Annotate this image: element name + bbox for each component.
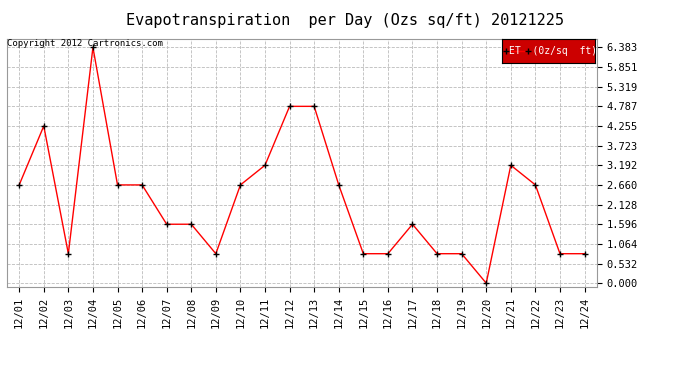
Text: ET  (0z/sq  ft): ET (0z/sq ft) <box>509 46 598 56</box>
Text: Copyright 2012 Cartronics.com: Copyright 2012 Cartronics.com <box>7 39 163 48</box>
Text: Evapotranspiration  per Day (Ozs sq/ft) 20121225: Evapotranspiration per Day (Ozs sq/ft) 2… <box>126 13 564 28</box>
